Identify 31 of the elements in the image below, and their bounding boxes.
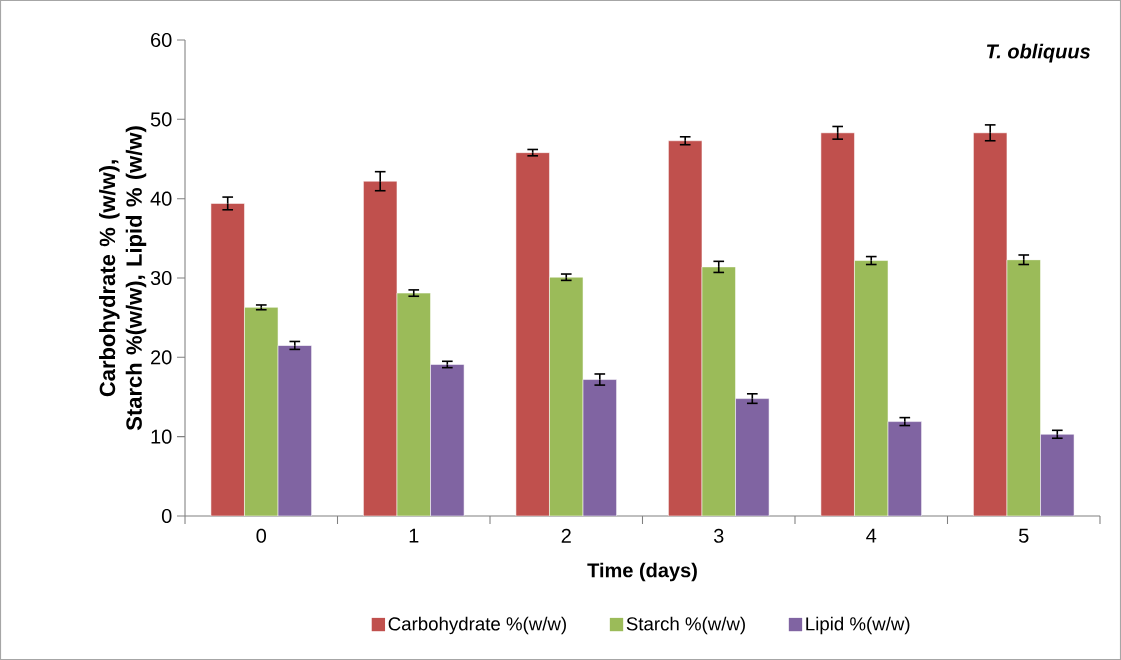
y-tick-label: 50 [150,112,172,127]
legend-label: Carbohydrate %(w/w) [388,616,566,635]
chart-title: T. obliquus [986,43,1091,63]
bar [396,292,431,516]
bar [701,266,736,516]
y-axis-title: Carbohydrate % (w/w), Starch %(w/w), Lipid % (w/w) [99,126,147,431]
bar [1040,434,1075,516]
x-tick-label: 2 [561,528,571,543]
bar [244,307,279,516]
x-tick-label: 0 [256,528,267,543]
bar [887,421,922,516]
y-tick-label: 60 [151,32,172,48]
x-tick-label: 4 [866,528,877,543]
y-tick-label: 10 [151,429,172,444]
legend-label: Starch %(w/w) [626,616,745,635]
bar [1006,259,1041,516]
bar [735,398,770,516]
bar [854,260,889,516]
bar [549,276,584,516]
bar [582,379,617,516]
y-tick-label: 0 [161,508,172,524]
y-tick-label: 30 [150,270,172,286]
bar [430,364,465,516]
bar [277,345,312,516]
y-tick-label: 20 [151,350,172,365]
x-axis-title: Time (days) [587,562,697,582]
x-tick-label: 5 [1018,528,1029,543]
x-tick-label: 3 [713,528,724,543]
x-tick-label: 1 [409,528,419,543]
legend-label: Lipid %(w/w) [806,616,910,635]
y-tick-label: 40 [150,191,172,206]
